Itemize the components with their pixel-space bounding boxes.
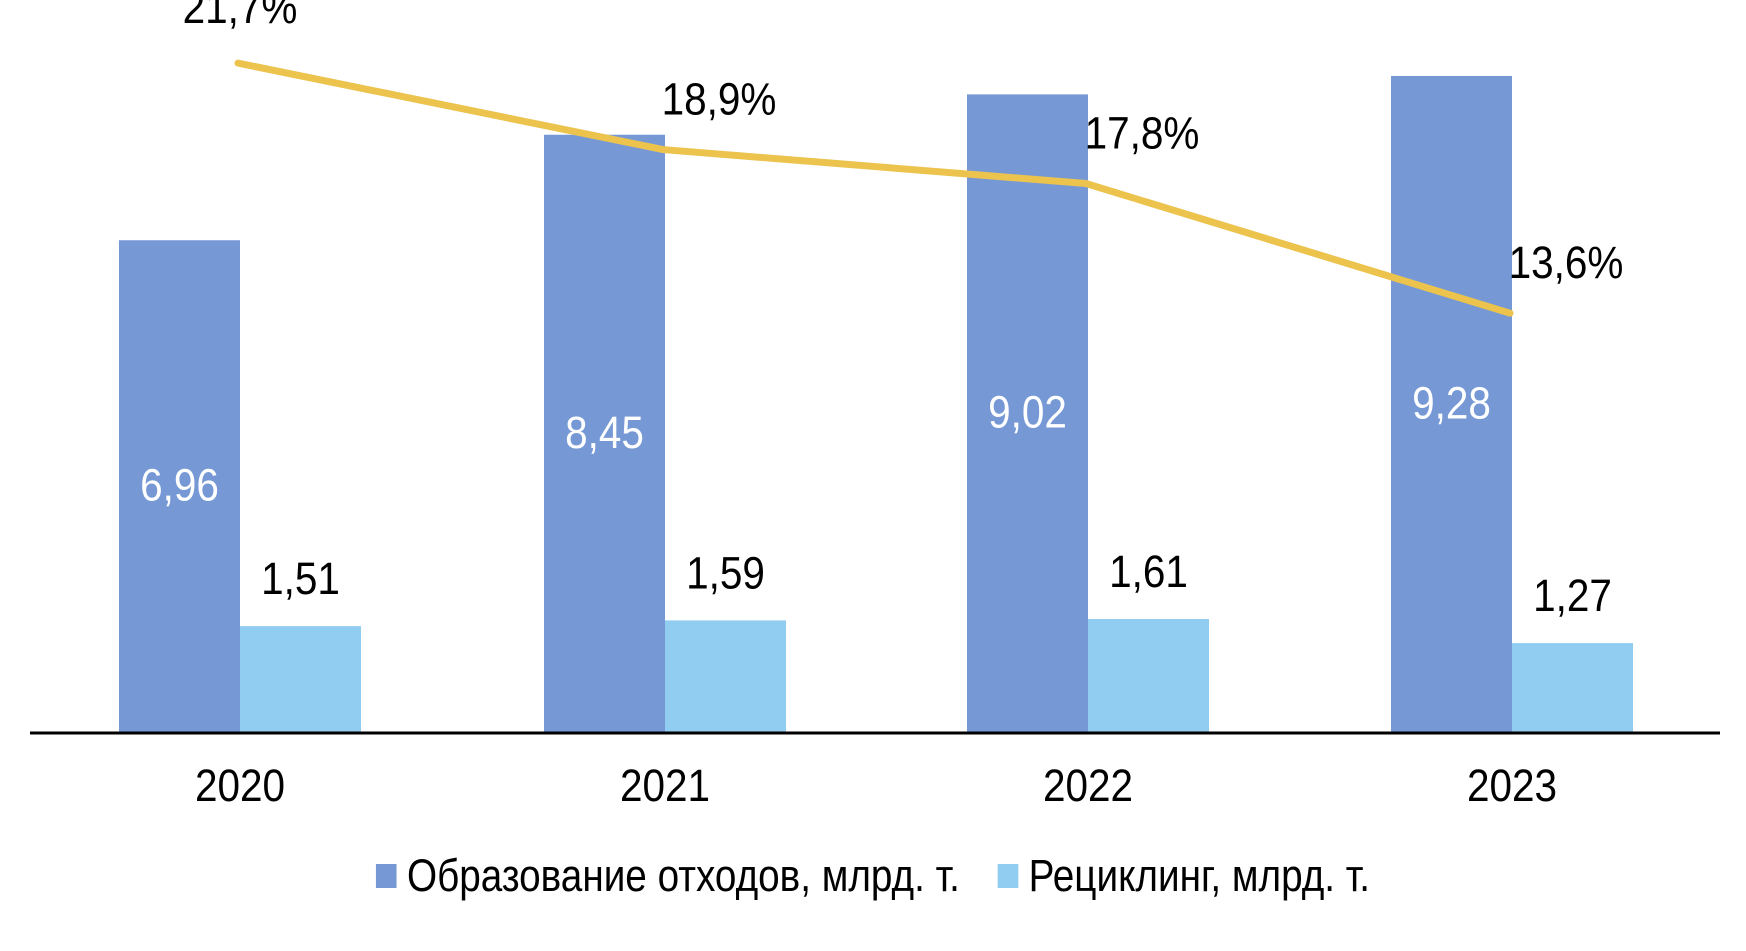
x-tick-label-2020: 2020	[195, 761, 285, 811]
bar-recycling-2021	[665, 620, 786, 733]
line-point-2020	[237, 62, 239, 65]
legend-label-recycling: Рециклинг, млрд. т.	[1028, 850, 1370, 901]
x-tick-label-2022: 2022	[1043, 761, 1133, 811]
legend-swatch-recycling	[997, 864, 1019, 888]
legend-swatch-waste	[376, 864, 397, 888]
data-label-waste-2020: 6,96	[140, 461, 219, 511]
legend-item-recycling: Рециклинг, млрд. т.	[997, 850, 1370, 902]
data-label-waste-2022: 9,02	[988, 388, 1067, 438]
data-label-waste-2021: 8,45	[565, 408, 644, 458]
legend-item-waste: Образование отходов, млрд. т.	[376, 850, 960, 902]
line-label-2022: 17,8%	[1085, 108, 1200, 158]
line-share	[234, 59, 1514, 317]
legend: Образование отходов, млрд. т. Рециклинг,…	[122, 850, 1624, 902]
x-tick-label-2023: 2023	[1467, 761, 1557, 811]
bar-waste-2023	[1391, 75, 1512, 733]
bar-waste-2021	[544, 134, 665, 734]
legend-label-waste: Образование отходов, млрд. т.	[406, 850, 960, 901]
bar-waste-2022	[967, 94, 1088, 733]
line-label-2021: 18,9%	[662, 75, 777, 125]
x-tick-label-2021: 2021	[620, 761, 710, 811]
data-label-recycling-2021: 1,59	[686, 548, 765, 598]
bar-recycling-2022	[1088, 619, 1209, 733]
bar-waste-2020	[119, 240, 240, 733]
line-label-2023: 13,6%	[1509, 238, 1624, 288]
bar-recycling-2023	[1512, 643, 1633, 733]
line-label-2020: 21,7%	[183, 0, 298, 34]
bar-recycling-2020	[240, 626, 361, 733]
line-point-2021	[662, 148, 664, 151]
data-label-recycling-2022: 1,61	[1109, 547, 1188, 597]
data-label-recycling-2020: 1,51	[261, 554, 340, 604]
data-label-recycling-2023: 1,27	[1533, 571, 1612, 621]
data-label-waste-2023: 9,28	[1412, 378, 1491, 428]
line-point-2022	[1085, 182, 1087, 185]
line-point-2023	[1509, 312, 1511, 315]
